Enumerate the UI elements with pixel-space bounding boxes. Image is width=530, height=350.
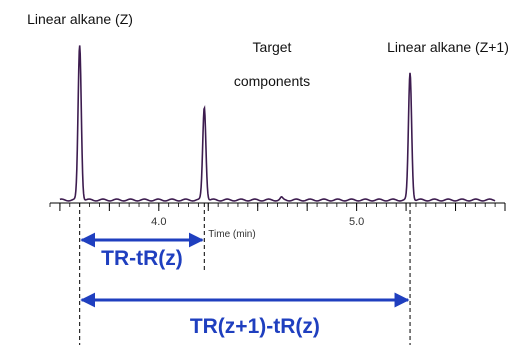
peak-label: Linear alkane (Z+1) (387, 39, 509, 55)
chromatogram-trace (59, 45, 496, 202)
peak-label: components (234, 73, 310, 89)
x-tick-label: 4.0 (151, 216, 166, 228)
peak-label: Target (253, 39, 292, 55)
interval-label: TR(z+1)-tR(z) (190, 315, 320, 338)
x-axis-title: Time (min) (208, 229, 255, 240)
retention-time-guides (79, 203, 411, 345)
interval-annotations: TR-tR(z) TR(z+1)-tR(z) (80, 232, 410, 338)
peak-label: Linear alkane (Z) (27, 11, 133, 27)
interval-label: TR-tR(z) (101, 247, 183, 270)
x-tick-label: 5.0 (349, 216, 364, 228)
x-axis-minor-ticks (49, 203, 506, 207)
x-axis-major-ticks: 4.0 5.0 (59, 203, 506, 228)
peak-labels: Linear alkane (Z) Target components Linear … (27, 11, 509, 89)
